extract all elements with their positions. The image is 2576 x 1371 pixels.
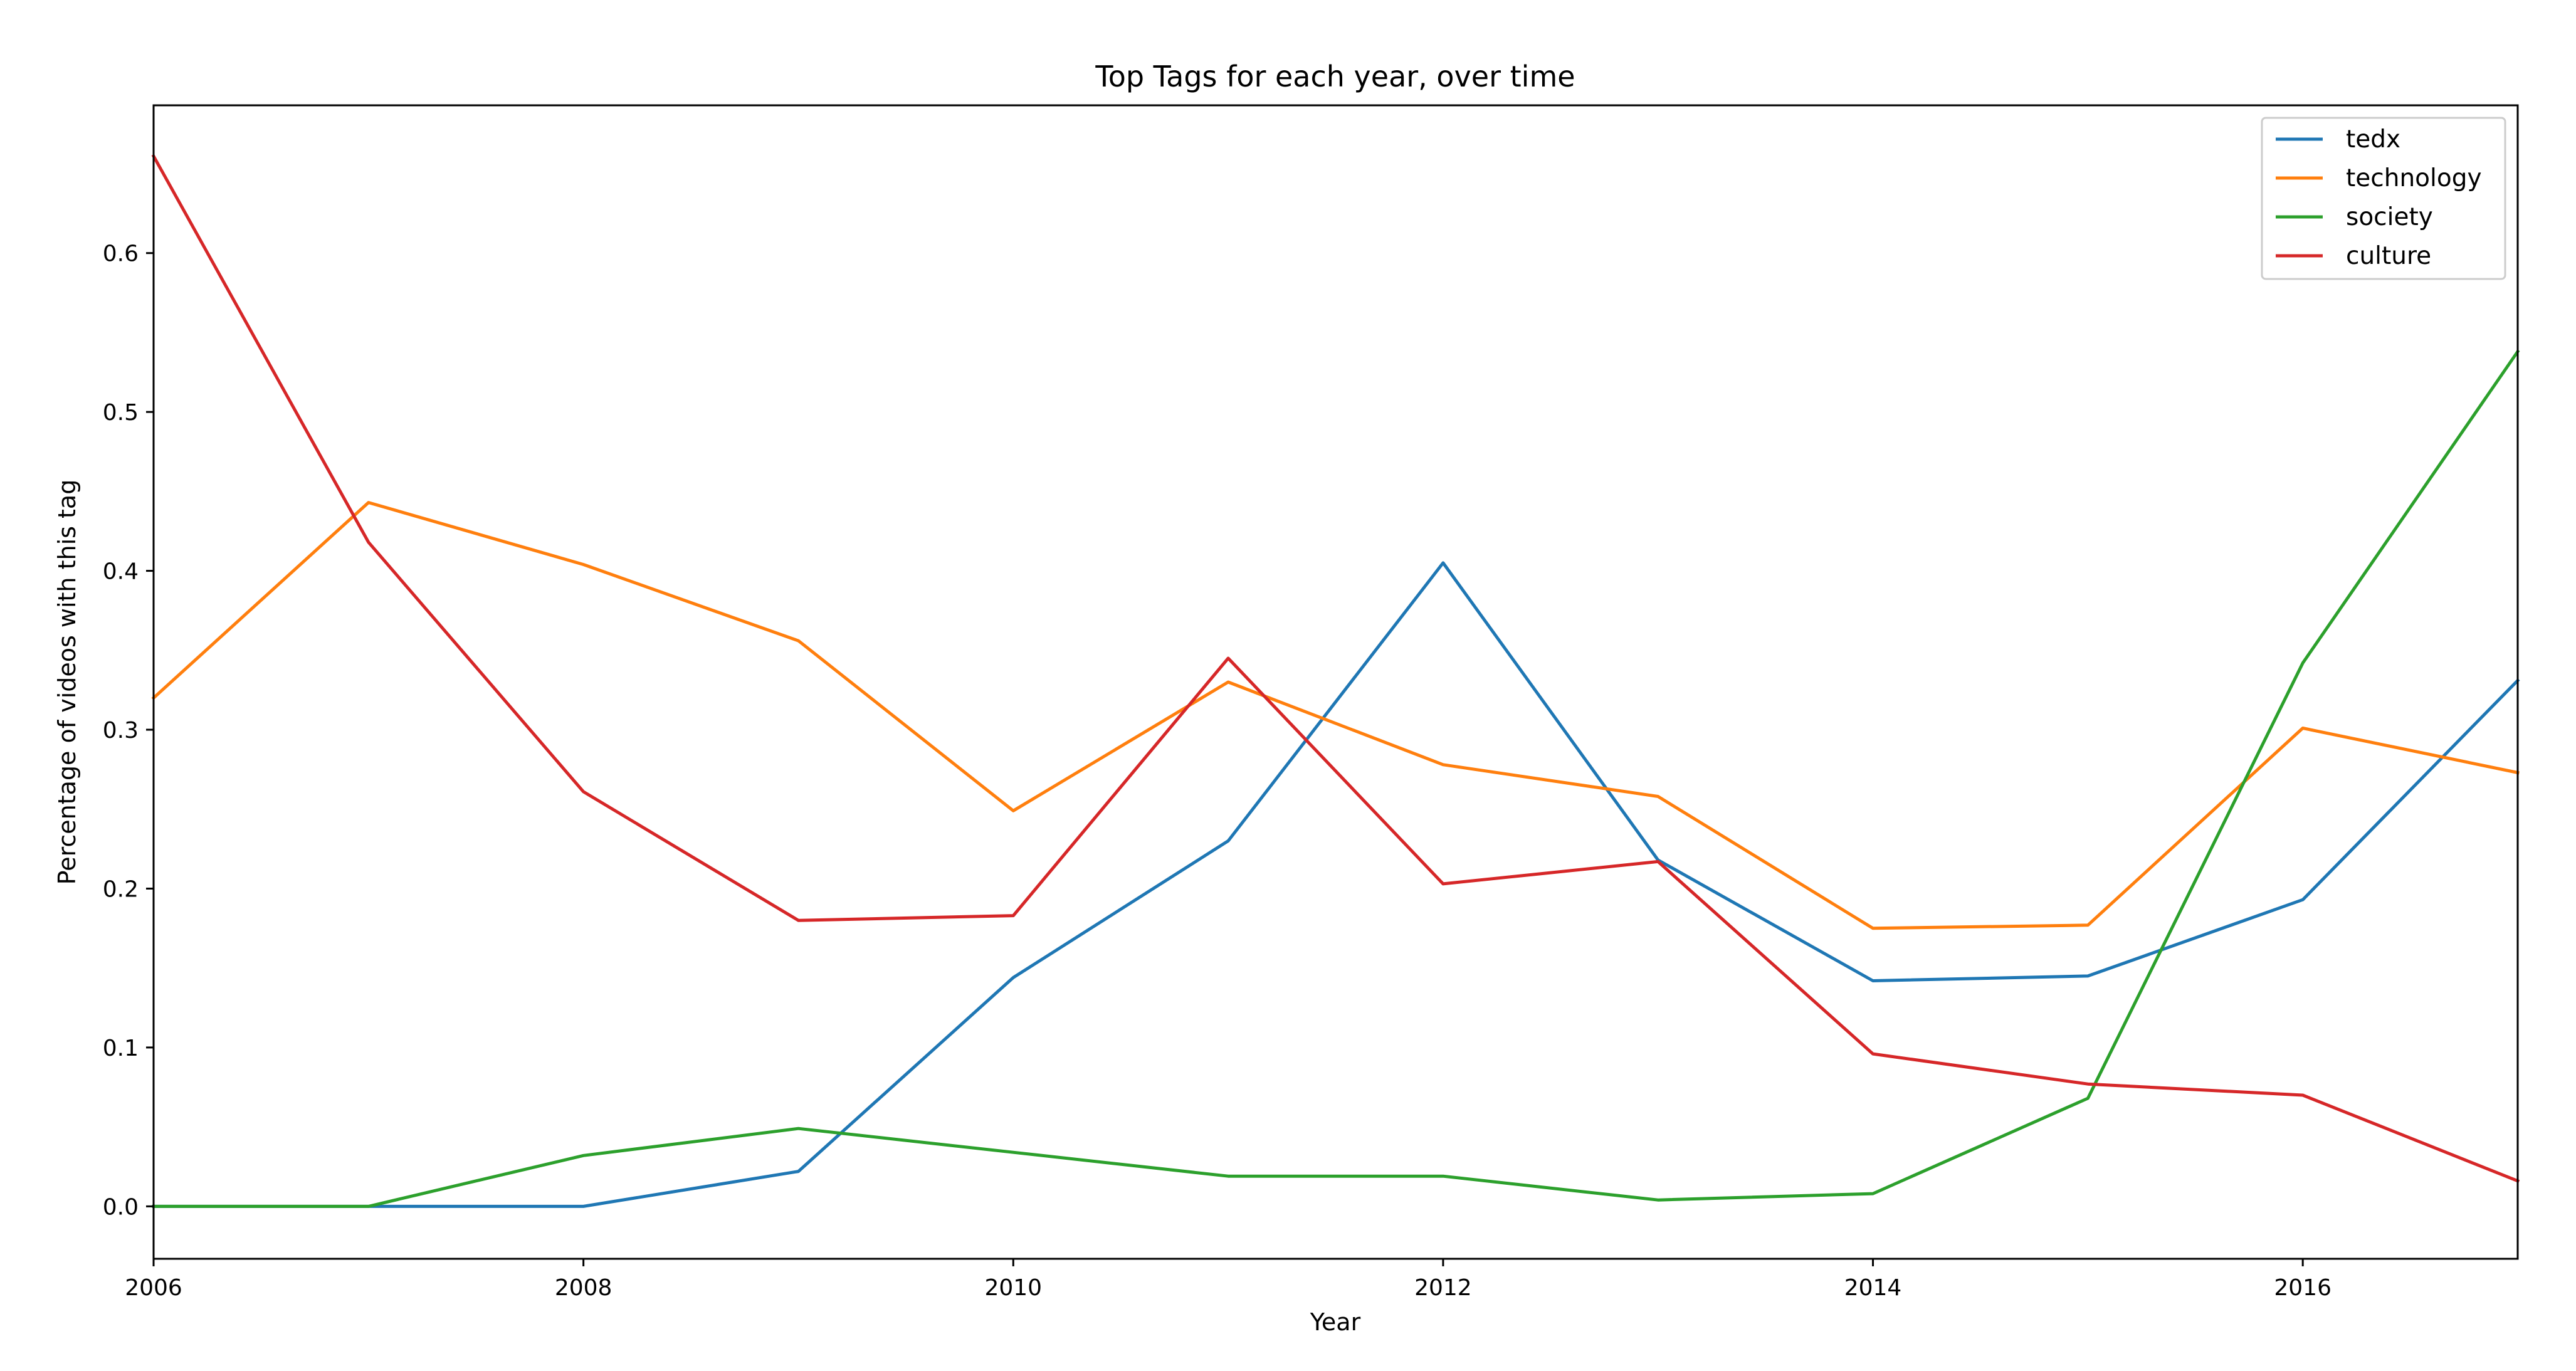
series-line-technology xyxy=(151,501,2520,930)
series-line-culture xyxy=(151,154,2520,1184)
y-tick-label: 0.6 xyxy=(103,241,139,267)
legend: tedx technology society culture xyxy=(2261,117,2506,280)
x-tick-label: 2010 xyxy=(984,1275,1042,1301)
x-axis: 2006 2008 2010 2012 2014 2016 xyxy=(125,1259,2332,1301)
plot-frame xyxy=(152,104,2519,1260)
x-tick-label: 2016 xyxy=(2274,1275,2332,1301)
legend-label-culture: culture xyxy=(2346,242,2431,270)
x-tick-label: 2008 xyxy=(555,1275,612,1301)
x-tick-label: 2014 xyxy=(1844,1275,1902,1301)
x-tick-label: 2012 xyxy=(1414,1275,1472,1301)
x-tick-label: 2006 xyxy=(125,1275,182,1301)
chart-title: Top Tags for each year, over time xyxy=(1095,60,1575,93)
y-tick-label: 0.0 xyxy=(103,1194,139,1220)
legend-label-society: society xyxy=(2346,203,2433,231)
y-axis: 0.0 0.1 0.2 0.3 0.4 0.5 0.6 xyxy=(103,241,154,1220)
x-axis-label: Year xyxy=(1310,1308,1361,1336)
legend-label-tedx: tedx xyxy=(2346,125,2400,154)
legend-label-technology: technology xyxy=(2346,164,2482,192)
y-axis-label: Percentage of videos with this tag xyxy=(53,480,81,885)
y-tick-label: 0.4 xyxy=(103,559,139,585)
y-tick-label: 0.5 xyxy=(103,400,139,426)
y-tick-label: 0.1 xyxy=(103,1036,139,1061)
series-layer xyxy=(151,154,2520,1208)
legend-box xyxy=(2261,117,2506,280)
series-line-society xyxy=(152,349,2520,1208)
y-tick-label: 0.2 xyxy=(103,876,139,902)
series-line-tedx xyxy=(152,561,2520,1208)
y-tick-label: 0.3 xyxy=(103,718,139,743)
